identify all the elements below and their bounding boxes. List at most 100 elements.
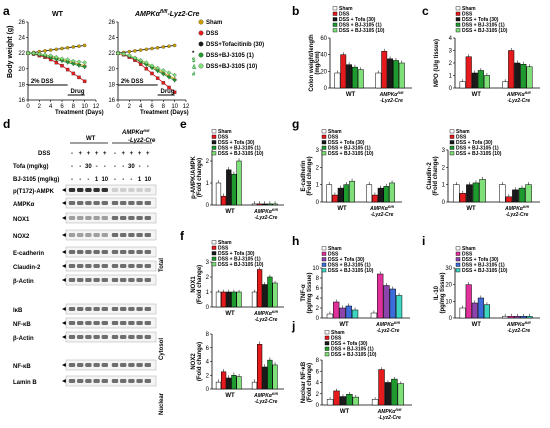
blot-strip — [65, 246, 157, 258]
bar — [505, 196, 513, 203]
bar — [339, 307, 346, 319]
band-label: NOX2 — [13, 234, 30, 240]
legend-swatch — [324, 346, 330, 351]
legend-label: DSS + BJ-3105 (10) — [339, 28, 385, 34]
data-point — [144, 47, 149, 52]
bar — [370, 312, 378, 319]
y-tick-label: 1 — [206, 290, 210, 296]
blot-band — [120, 335, 127, 339]
y-tick-label: 18 — [108, 82, 115, 88]
bar — [459, 193, 467, 203]
bar — [221, 371, 227, 390]
treatment-mark: + — [103, 151, 107, 157]
blot-band — [128, 307, 135, 311]
band-arrow — [62, 216, 66, 220]
bar — [226, 291, 232, 308]
bar — [526, 66, 533, 89]
bar — [231, 291, 237, 308]
bar — [520, 316, 527, 319]
blot-band — [93, 307, 100, 311]
legend-swatch — [449, 129, 455, 134]
bar — [334, 72, 341, 89]
bar — [371, 399, 379, 406]
blot-band — [85, 307, 92, 311]
bar — [257, 203, 263, 206]
treatment-mark: - — [71, 177, 73, 183]
legend-label: DSS + BJ-3105 (1) — [218, 257, 261, 263]
blot-band — [120, 188, 127, 192]
data-point — [172, 78, 177, 83]
legend-swatch — [321, 145, 327, 150]
treatment-mark: + — [95, 151, 99, 157]
blot-band — [93, 335, 100, 339]
y-tick-label: 6 — [206, 346, 210, 352]
blot-strip — [65, 317, 157, 329]
blot-band — [120, 321, 127, 325]
blot-band — [136, 233, 143, 237]
y-axis-label: p-AMPK/AMPK — [191, 156, 197, 199]
bar-chart-c: 0 1 2 3 4 WT AMPKαfl/fl-Lyz2-Cre MPO (U/g tissu… — [434, 6, 540, 104]
band-label: p(T172)-AMPK — [13, 189, 55, 195]
blot-band — [85, 335, 92, 339]
band-label: NF-κB — [13, 322, 31, 328]
y-tick-label: 0 — [316, 200, 320, 206]
blot-band — [101, 201, 108, 205]
treatment-mark: + — [78, 151, 82, 157]
blot-band — [120, 216, 127, 220]
panel-label-h: h — [292, 234, 299, 248]
blot-band — [77, 379, 84, 383]
blot-strip — [65, 212, 157, 224]
y-tick-label: 2 — [206, 373, 210, 379]
legend-swatch — [332, 6, 338, 11]
blot-band — [93, 363, 100, 367]
blot-band — [85, 233, 92, 237]
y-tick-label: 2 — [206, 159, 210, 165]
y-tick-label: 60 — [320, 36, 327, 42]
y-tick-label: 1 — [442, 183, 446, 189]
blot-band — [111, 335, 119, 339]
blot-band — [111, 264, 119, 268]
bar — [471, 302, 478, 319]
blot-strip — [65, 184, 157, 196]
bar — [352, 66, 358, 89]
bar — [366, 184, 373, 203]
panel-label-f: f — [180, 229, 185, 243]
blot-band — [120, 264, 127, 268]
legend-swatch — [332, 28, 338, 33]
blot-strip — [65, 331, 157, 343]
bar — [257, 344, 263, 390]
bar — [215, 291, 222, 308]
data-point — [132, 55, 138, 61]
legend-swatch — [455, 246, 461, 251]
x-label-wt: WT — [339, 322, 349, 328]
data-point — [167, 85, 171, 90]
data-point — [31, 50, 36, 56]
y-tick-label: 22 — [108, 51, 115, 57]
data-point — [121, 51, 126, 57]
legend-swatch — [324, 352, 330, 357]
x-tick-label: 0 — [116, 104, 120, 110]
x-tick-label: 10 — [81, 104, 88, 110]
bar — [262, 203, 268, 206]
legend-label: Sham — [462, 6, 476, 12]
bar — [326, 399, 334, 406]
panel-d-row-bj: BJ-3105 (mg/kg) — [13, 177, 59, 183]
blot-band — [77, 264, 84, 268]
data-point — [172, 43, 177, 48]
blot-band — [144, 201, 151, 205]
y-tick-label: 2 — [316, 165, 320, 171]
significance-mark: # — [192, 72, 196, 78]
blot-band — [93, 216, 100, 220]
blot-band — [85, 379, 92, 383]
treatment-mark: - — [122, 164, 124, 170]
data-point — [71, 71, 76, 76]
legend-swatch — [455, 6, 461, 11]
legend-swatch — [449, 151, 455, 156]
band-arrow — [62, 335, 66, 339]
bar — [357, 69, 364, 89]
band-arrow — [62, 321, 66, 325]
blot-band — [68, 321, 76, 325]
bar-chart-f-NOX1: 0 1 2 3 WT AMPKαfl/fl-Lyz2-Cre NOX1 (Fold chang… — [191, 240, 284, 323]
blot-band — [136, 216, 143, 220]
panel-d-header-ko: AMPKαfl/fl — [121, 128, 150, 136]
